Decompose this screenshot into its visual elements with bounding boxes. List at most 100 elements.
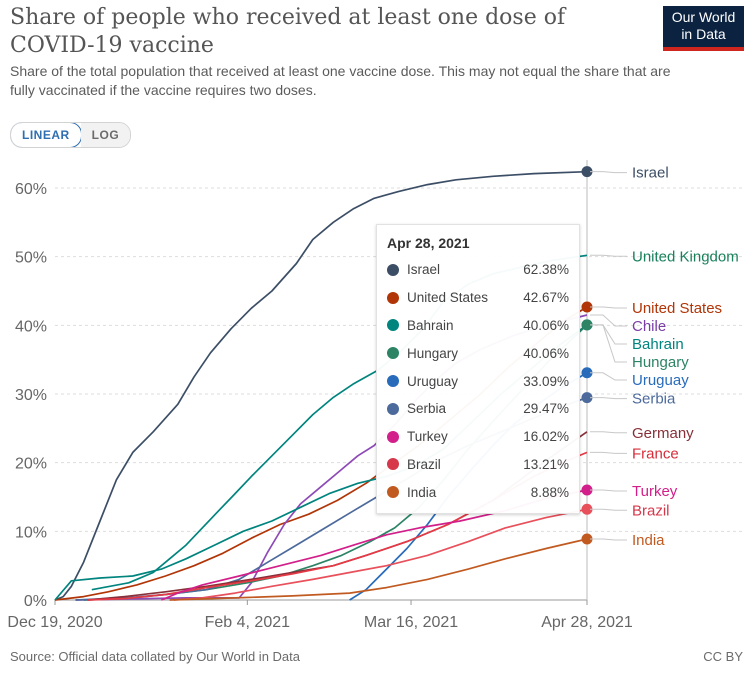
end-label-india: India	[632, 532, 665, 549]
tooltip-country: United States	[407, 290, 489, 306]
tooltip-value: 40.06%	[523, 317, 569, 333]
tooltip-row: Hungary 40.06%	[387, 339, 569, 367]
source-note[interactable]: Source: Official data collated by Our Wo…	[10, 649, 300, 664]
label-connector	[590, 538, 627, 541]
end-label-serbia: Serbia	[632, 391, 676, 408]
tooltip-value: 42.67%	[523, 290, 569, 306]
end-label-chile: Chile	[632, 318, 666, 335]
label-connector	[590, 489, 627, 492]
tooltip-country: India	[407, 484, 437, 500]
tooltip-row: India 8.88%	[387, 478, 569, 506]
tooltip-row: United States 42.67%	[387, 284, 569, 312]
label-connector	[590, 324, 627, 363]
end-label-turkey: Turkey	[632, 483, 678, 500]
label-connector	[590, 254, 627, 257]
x-tick-label: Apr 28, 2021	[541, 614, 633, 631]
tooltip-swatch	[387, 458, 399, 471]
tooltip-swatch	[387, 263, 399, 276]
tooltip-value: 33.09%	[523, 373, 569, 389]
tooltip-country: Serbia	[407, 401, 447, 417]
label-connector	[590, 314, 627, 327]
label-connector	[590, 372, 627, 381]
x-axis: Dec 19, 2020 Feb 4, 2021 Mar 16, 2021 Apr 2…	[7, 599, 633, 631]
tooltip-row: Bahrain 40.06%	[387, 312, 569, 340]
tooltip-rows: Israel 62.38% United States 42.67% Bahrain 40…	[387, 256, 569, 506]
tooltip-row: Turkey 16.02%	[387, 423, 569, 451]
series-line-brazil	[173, 508, 588, 601]
y-tick-label: 0%	[24, 593, 47, 610]
tooltip-country: Brazil	[407, 456, 441, 472]
tooltip-country: Hungary	[407, 345, 459, 361]
label-connector	[590, 171, 627, 174]
tooltip-swatch	[387, 319, 399, 332]
tooltip-value: 16.02%	[523, 429, 569, 445]
tooltip-row: Israel 62.38%	[387, 256, 569, 284]
x-tick-label: Dec 19, 2020	[7, 614, 102, 631]
tooltip-value: 62.38%	[523, 262, 569, 278]
end-labels: Israel United Kingdom United StatesChileBa…	[590, 165, 739, 549]
y-axis-ticks: 0% 10% 20% 30% 40% 50% 60%	[15, 181, 47, 610]
label-connector	[590, 508, 627, 511]
tooltip-value: 29.47%	[523, 401, 569, 417]
tooltip-swatch	[387, 291, 399, 304]
linear-scale-button[interactable]: LINEAR	[11, 123, 82, 147]
tooltip-swatch	[387, 402, 399, 415]
end-dot-hungary	[581, 319, 593, 331]
y-tick-label: 30%	[15, 387, 47, 404]
end-label-united-states: United States	[632, 300, 722, 317]
series-line-israel	[54, 170, 588, 601]
scale-toggle: LINEAR LOG	[10, 122, 132, 148]
logo-line-2: in Data	[681, 26, 726, 42]
x-tick-label: Mar 16, 2021	[364, 614, 458, 631]
label-connector	[590, 451, 627, 454]
tooltip-row: Serbia 29.47%	[387, 395, 569, 423]
end-dot-israel	[581, 166, 593, 178]
y-tick-label: 10%	[15, 524, 47, 541]
end-label-bahrain: Bahrain	[632, 336, 684, 353]
tooltip-date: Apr 28, 2021	[387, 235, 470, 251]
log-scale-button[interactable]: LOG	[80, 123, 131, 147]
tooltip-country: Bahrain	[407, 317, 454, 333]
y-tick-label: 60%	[15, 181, 47, 198]
x-tick-label: Feb 4, 2021	[205, 614, 291, 631]
tooltip-value: 13.21%	[523, 456, 569, 472]
end-label-germany: Germany	[632, 425, 694, 442]
license-link[interactable]: CC BY	[703, 649, 743, 664]
logo-line-1: Our World	[671, 9, 736, 25]
end-dot-turkey	[581, 484, 593, 496]
tooltip-country: Turkey	[407, 429, 448, 445]
tooltip-country: Israel	[407, 262, 441, 278]
tooltip-country: Uruguay	[407, 373, 459, 389]
label-connector	[590, 306, 627, 309]
y-tick-label: 40%	[15, 318, 47, 335]
owid-logo[interactable]: Our World in Data	[663, 6, 744, 51]
end-label-israel: Israel	[632, 165, 669, 182]
end-dot-serbia	[581, 392, 593, 404]
end-dot-uruguay	[581, 367, 593, 379]
tooltip-value: 40.06%	[523, 345, 569, 361]
tooltip-swatch	[387, 486, 399, 499]
y-tick-label: 50%	[15, 250, 47, 267]
chart-title: Share of people who received at least on…	[10, 5, 566, 58]
end-label-hungary: Hungary	[632, 354, 689, 371]
end-dots	[581, 166, 593, 545]
end-dot-india	[581, 533, 593, 545]
end-label-uruguay: Uruguay	[632, 372, 689, 389]
tooltip-row: Uruguay 33.09%	[387, 367, 569, 395]
end-dot-brazil	[581, 503, 593, 515]
end-label-france: France	[632, 445, 679, 462]
tooltip-value: 8.88%	[530, 484, 569, 500]
series-line-india	[169, 538, 588, 601]
tooltip: Apr 28, 2021 Israel 62.38% United States 42…	[376, 224, 580, 514]
label-connector	[590, 397, 627, 400]
end-dot-united-states	[581, 301, 593, 313]
end-label-united-kingdom: United Kingdom	[632, 248, 739, 265]
chart-subtitle: Share of the total population that recei…	[10, 63, 671, 98]
tooltip-swatch	[387, 347, 399, 360]
tooltip-swatch	[387, 430, 399, 443]
tooltip-row: Brazil 13.21%	[387, 451, 569, 479]
end-label-brazil: Brazil	[632, 502, 670, 519]
y-tick-label: 20%	[15, 456, 47, 473]
label-connector	[590, 431, 627, 434]
tooltip-swatch	[387, 375, 399, 388]
